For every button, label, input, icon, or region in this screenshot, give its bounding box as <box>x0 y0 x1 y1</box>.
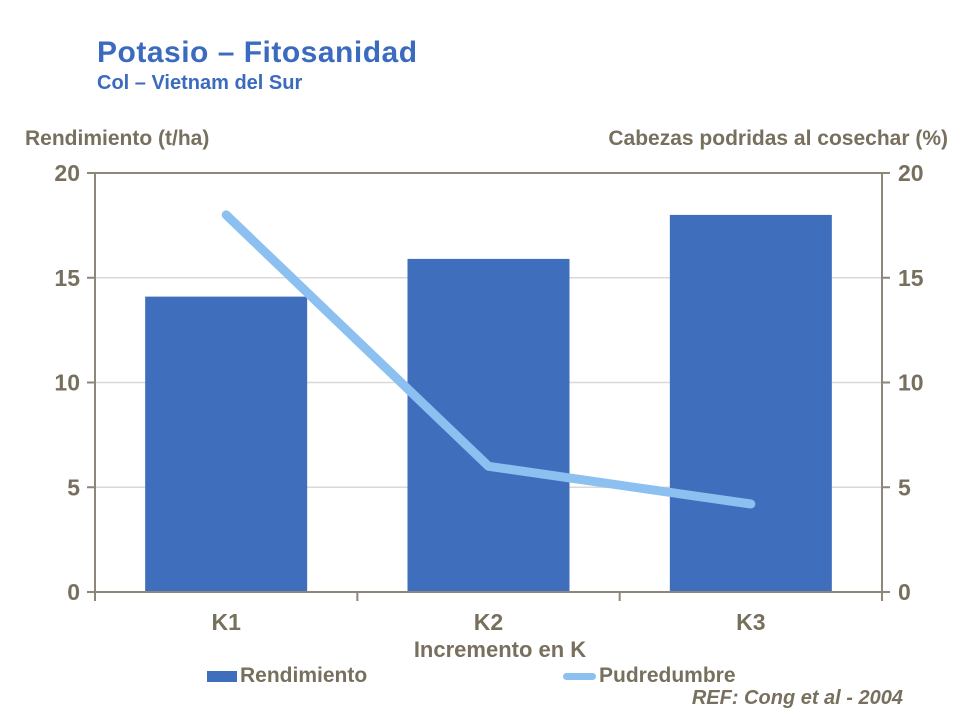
left-tick-label-20: 20 <box>54 160 80 186</box>
left-tick-label-5: 5 <box>67 474 80 500</box>
right-tick-label-5: 5 <box>898 474 911 500</box>
legend-item-rendimiento: Rendimiento <box>207 662 367 690</box>
x-axis-title: Incremento en K <box>413 637 587 662</box>
left-tick-label-0: 0 <box>67 579 80 605</box>
right-tick-label-15: 15 <box>898 265 924 291</box>
reference-text: REF: Cong et al - 2004 <box>691 687 903 709</box>
x-category-label-K3: K3 <box>736 609 765 635</box>
page-subtitle: Col – Vietnam del Sur <box>97 72 303 94</box>
x-category-label-K2: K2 <box>474 609 503 635</box>
legend-label-rendimiento: Rendimiento <box>240 664 368 687</box>
left-tick-label-15: 15 <box>54 265 80 291</box>
right-tick-label-20: 20 <box>898 160 924 186</box>
bar-series-swatch-icon <box>207 670 237 682</box>
right-axis-title: Cabezas podridas al cosechar (%) <box>608 127 948 150</box>
right-tick-label-10: 10 <box>898 370 924 396</box>
bar-K3 <box>669 214 832 592</box>
line-series-swatch-icon <box>563 672 596 680</box>
bar-K1 <box>145 296 308 592</box>
left-tick-label-10: 10 <box>54 370 80 396</box>
legend-label-pudredumbre: Pudredumbre <box>599 664 736 687</box>
bar-K2 <box>407 258 570 592</box>
x-category-label-K1: K1 <box>211 609 241 635</box>
legend-item-pudredumbre: Pudredumbre <box>563 662 736 690</box>
page-title: Potasio – Fitosanidad <box>97 36 418 69</box>
left-axis-title: Rendimiento (t/ha) <box>25 127 210 150</box>
line-pudredumbre <box>221 210 756 509</box>
right-tick-label-0: 0 <box>898 579 911 605</box>
